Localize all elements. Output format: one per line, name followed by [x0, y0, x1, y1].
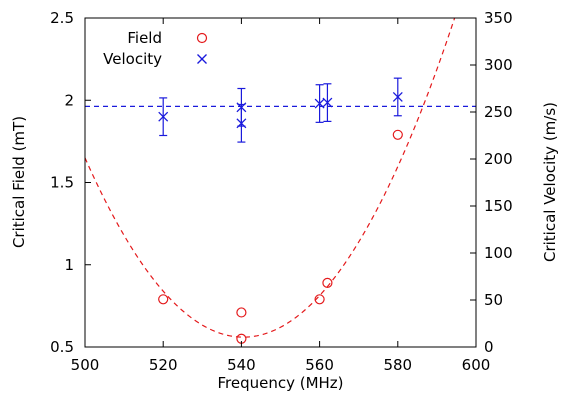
y-right-tick-label: 100: [484, 244, 513, 262]
x-axis-title: Frequency (MHz): [217, 374, 343, 392]
legend-label: Velocity: [103, 50, 162, 68]
data-point-field: [236, 307, 247, 318]
legend-label: Field: [127, 29, 162, 47]
data-point-velocity: [158, 111, 169, 122]
fit-lines: [85, 18, 476, 338]
marker-stroke: [158, 111, 169, 122]
data-point-velocity: [392, 92, 403, 102]
y-left-tick-label: 1.5: [50, 174, 74, 192]
marker-stroke: [197, 54, 207, 64]
y-right-tick-label: 200: [484, 150, 513, 168]
marker-stroke: [322, 97, 333, 108]
x-tick-label: 520: [149, 356, 178, 374]
y-left-tick-label: 0.5: [50, 338, 74, 356]
y-right-tick-label: 250: [484, 103, 513, 121]
y-axis-left-title: Critical Field (mT): [10, 116, 28, 248]
legend: Field Velocity: [103, 29, 208, 68]
data-point-field: [392, 129, 403, 140]
legend-marker-velocity: [197, 54, 207, 64]
data-point-field: [314, 294, 325, 305]
y-axis-right-title: Critical Velocity (m/s): [541, 102, 559, 262]
y-right-tick-label: 0: [484, 338, 494, 356]
x-tick-label: 600: [462, 356, 491, 374]
x-tick-label: 560: [305, 356, 334, 374]
fit-curve-field: [85, 18, 456, 338]
x-tick-label: 580: [383, 356, 412, 374]
marker-stroke: [392, 92, 403, 102]
data-point-velocity: [236, 118, 247, 129]
data-marks: [158, 77, 403, 344]
x-tick-label: 500: [71, 356, 100, 374]
y-right-tick-label: 300: [484, 56, 513, 74]
marker-stroke: [236, 118, 247, 129]
x-tick-label: 540: [227, 356, 256, 374]
y-left-tick-label: 1: [64, 256, 74, 274]
data-point-velocity: [322, 97, 333, 108]
y-left-tick-label: 2: [64, 91, 74, 109]
axis-ticks: 500 520 540 560 580 600 0.5 1 1.5 2 2.5 0 50 100 150 20…: [50, 9, 513, 374]
data-point-field: [158, 294, 169, 305]
legend-marker-field: [196, 32, 208, 44]
y-right-tick-label: 350: [484, 9, 513, 27]
marker-stroke: [314, 98, 325, 109]
y-right-tick-label: 150: [484, 197, 513, 215]
y-right-tick-label: 50: [484, 291, 503, 309]
y-left-tick-label: 2.5: [50, 9, 74, 27]
data-point-field: [322, 277, 333, 288]
